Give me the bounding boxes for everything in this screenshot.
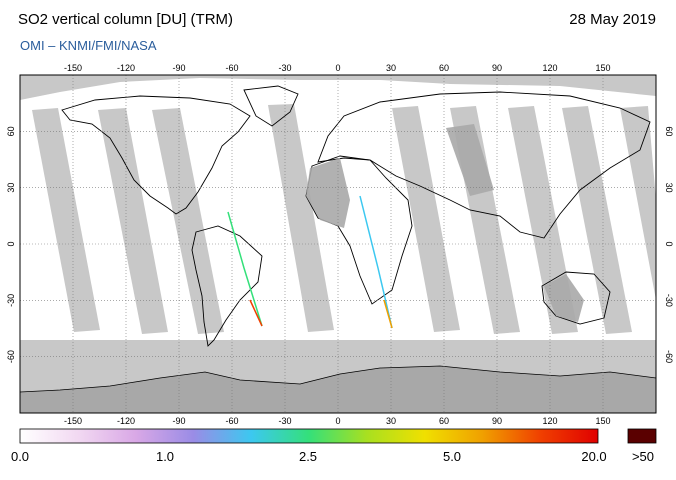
map-title: SO2 vertical column [DU] (TRM) xyxy=(18,11,234,28)
lat-tick-label-right: -30 xyxy=(664,294,674,307)
lon-tick-label-top: 0 xyxy=(335,63,340,73)
lon-tick-label-bottom: 120 xyxy=(542,416,557,426)
antarctica xyxy=(20,365,656,413)
colorbar-label-3: 5.0 xyxy=(442,449,462,464)
lat-tick-label-right: 0 xyxy=(664,241,674,246)
lon-tick-label-top: -30 xyxy=(278,63,291,73)
map-frame xyxy=(19,74,657,414)
data-credit: OMI – KNMI/FMI/NASA xyxy=(20,38,157,53)
so2-traces xyxy=(227,195,393,329)
lat-tick-label-right: 30 xyxy=(664,183,674,193)
lon-tick-label-top: -90 xyxy=(172,63,185,73)
lat-tick-label-left: 0 xyxy=(6,241,16,246)
lon-tick-label-bottom: 60 xyxy=(439,416,449,426)
greenland xyxy=(243,85,299,127)
colorbar-label-5: >50 xyxy=(631,449,655,464)
lon-tick-label-top: 60 xyxy=(439,63,449,73)
colorbar xyxy=(19,428,599,444)
australia xyxy=(541,271,611,325)
colorbar-label-4: 20.0 xyxy=(581,449,607,464)
lon-tick-label-top: 150 xyxy=(595,63,610,73)
south-america xyxy=(191,225,263,347)
lat-tick-label-left: -60 xyxy=(6,350,16,363)
continents xyxy=(61,85,651,347)
north-america xyxy=(61,95,251,215)
lon-tick-label-top: 120 xyxy=(542,63,557,73)
lon-tick-label-bottom: -120 xyxy=(117,416,135,426)
lon-tick-label-top: 90 xyxy=(492,63,502,73)
colorbar-label-0: 0.0 xyxy=(10,449,30,464)
colorbar-label-2: 2.5 xyxy=(298,449,318,464)
graticule xyxy=(20,75,656,413)
lon-tick-label-top: 30 xyxy=(386,63,396,73)
lon-tick-label-bottom: -30 xyxy=(278,416,291,426)
lon-tick-label-bottom: 0 xyxy=(335,416,340,426)
lon-tick-label-top: -150 xyxy=(64,63,82,73)
eurasia xyxy=(317,91,651,239)
colorbar-label-1: 1.0 xyxy=(155,449,175,464)
lon-tick-label-top: -120 xyxy=(117,63,135,73)
axis-ticks: -150 -150 -120 -120 -90 -90 -60 -60 -30 -30 0 0 30 30… xyxy=(6,63,674,426)
lon-tick-label-top: -60 xyxy=(225,63,238,73)
lon-tick-label-bottom: -90 xyxy=(172,416,185,426)
lon-tick-label-bottom: 150 xyxy=(595,416,610,426)
lon-tick-label-bottom: -150 xyxy=(64,416,82,426)
lat-tick-label-right: 60 xyxy=(664,126,674,136)
lat-tick-label-left: 60 xyxy=(6,126,16,136)
lat-tick-label-right: -60 xyxy=(664,350,674,363)
lon-tick-label-bottom: 90 xyxy=(492,416,502,426)
colorbar-overflow xyxy=(627,428,657,444)
lon-tick-label-bottom: 30 xyxy=(386,416,396,426)
land-shading xyxy=(306,124,584,322)
lat-tick-label-left: -30 xyxy=(6,294,16,307)
map-date: 28 May 2019 xyxy=(569,11,656,28)
lon-tick-label-bottom: -60 xyxy=(225,416,238,426)
lat-tick-label-left: 30 xyxy=(6,183,16,193)
